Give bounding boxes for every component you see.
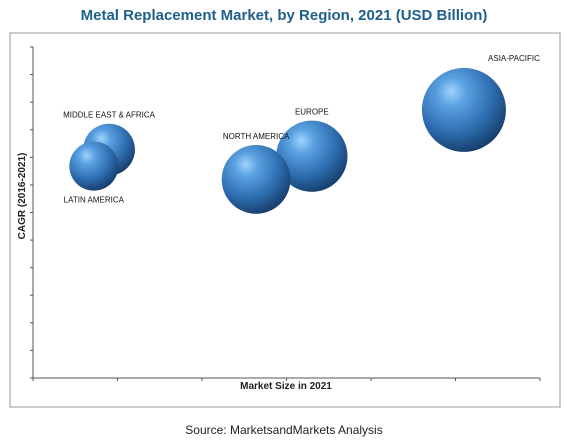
source-note: Source: MarketsandMarkets Analysis (185, 423, 383, 437)
bubble-europe (276, 120, 348, 192)
bubble-label: LATIN AMERICA (64, 196, 125, 205)
x-axis-label: Market Size in 2021 (240, 381, 332, 392)
bubble-asia-pacific (421, 67, 506, 152)
bubble-latin-america (69, 141, 119, 191)
y-axis-label: CAGR (2016-2021) (17, 153, 28, 240)
bubble-label: EUROPE (295, 108, 329, 117)
bubble-label: NORTH AMERICA (223, 132, 290, 141)
bubble-north-america (221, 145, 291, 214)
chart-title: Metal Replacement Market, by Region, 202… (80, 7, 488, 24)
plot-border (9, 32, 561, 408)
bubble-label: MIDDLE EAST & AFRICA (63, 111, 156, 120)
bubble-label: ASIA-PACIFIC (488, 54, 540, 63)
